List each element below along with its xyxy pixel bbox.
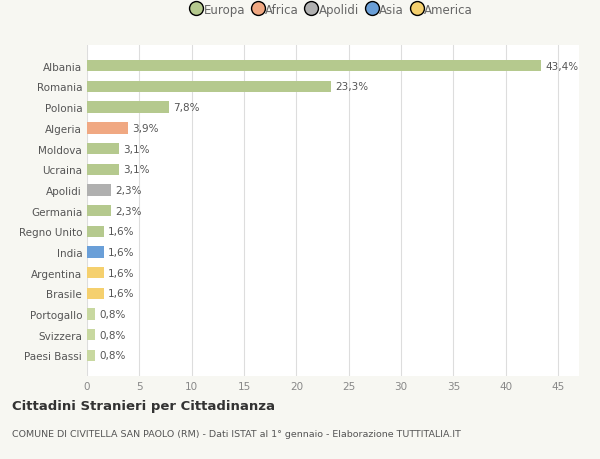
Text: 1,6%: 1,6% xyxy=(108,227,134,237)
Bar xyxy=(87,164,119,175)
Bar xyxy=(87,288,104,299)
Bar xyxy=(87,185,111,196)
Text: 3,9%: 3,9% xyxy=(132,123,158,134)
Text: 2,3%: 2,3% xyxy=(115,206,142,216)
Text: 3,1%: 3,1% xyxy=(124,144,150,154)
Bar xyxy=(87,102,169,113)
Legend: Europa, Africa, Apolidi, Asia, America: Europa, Africa, Apolidi, Asia, America xyxy=(188,0,478,21)
Text: 0,8%: 0,8% xyxy=(100,351,126,361)
Text: 1,6%: 1,6% xyxy=(108,289,134,299)
Bar xyxy=(87,206,111,217)
Text: Cittadini Stranieri per Cittadinanza: Cittadini Stranieri per Cittadinanza xyxy=(12,399,275,412)
Text: 0,8%: 0,8% xyxy=(100,309,126,319)
Text: 1,6%: 1,6% xyxy=(108,247,134,257)
Bar xyxy=(87,226,104,237)
Text: 2,3%: 2,3% xyxy=(115,185,142,196)
Bar xyxy=(87,330,95,341)
Bar xyxy=(87,144,119,155)
Bar xyxy=(87,82,331,93)
Bar xyxy=(87,309,95,320)
Bar xyxy=(87,268,104,279)
Text: 7,8%: 7,8% xyxy=(173,103,199,113)
Bar xyxy=(87,61,541,72)
Text: 3,1%: 3,1% xyxy=(124,165,150,175)
Bar xyxy=(87,247,104,258)
Text: COMUNE DI CIVITELLA SAN PAOLO (RM) - Dati ISTAT al 1° gennaio - Elaborazione TUT: COMUNE DI CIVITELLA SAN PAOLO (RM) - Dat… xyxy=(12,429,461,438)
Text: 1,6%: 1,6% xyxy=(108,268,134,278)
Text: 43,4%: 43,4% xyxy=(545,62,578,72)
Text: 0,8%: 0,8% xyxy=(100,330,126,340)
Text: 23,3%: 23,3% xyxy=(335,82,368,92)
Bar xyxy=(87,350,95,361)
Bar xyxy=(87,123,128,134)
